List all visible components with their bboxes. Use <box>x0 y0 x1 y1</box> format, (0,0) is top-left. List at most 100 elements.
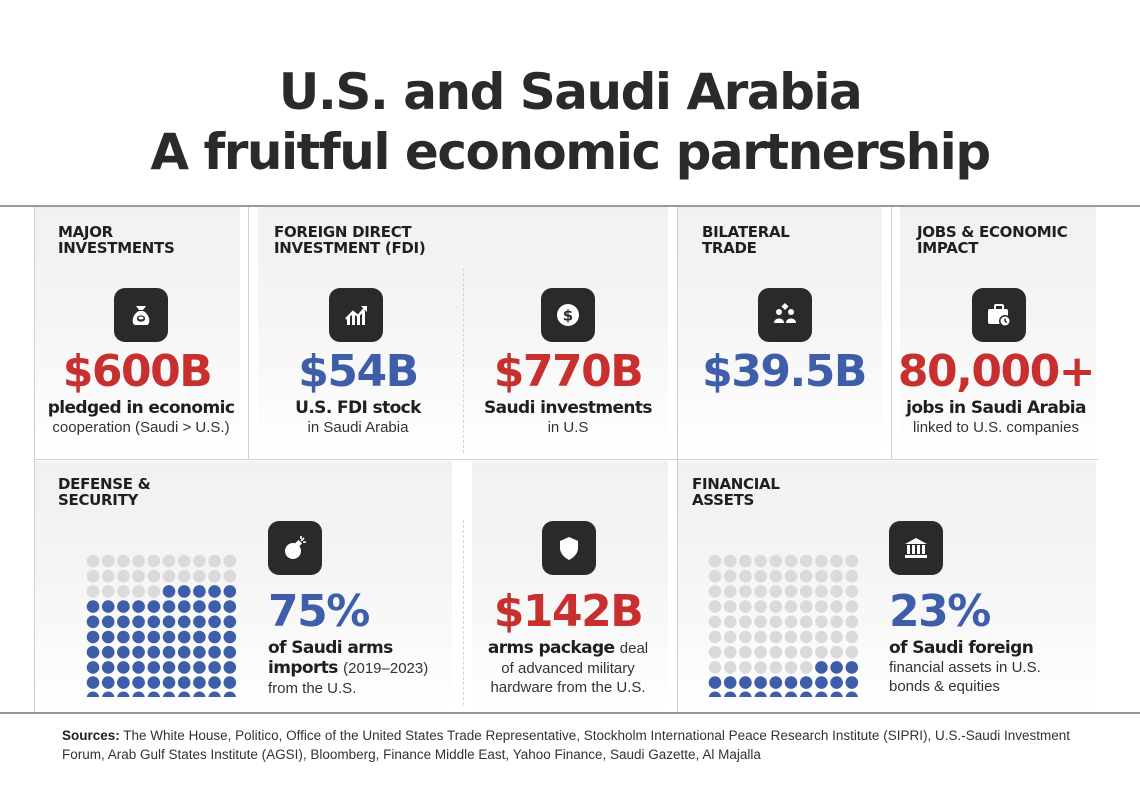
caption-us-fdi: U.S. FDI stock in Saudi Arabia <box>258 398 458 437</box>
dot-filled <box>86 645 100 659</box>
dot-empty <box>784 569 798 583</box>
dot-empty <box>769 615 783 629</box>
caption-saudi-investments: Saudi investments in U.S <box>468 398 668 437</box>
caption-financial: of Saudi foreign financial assets in U.S… <box>889 638 1041 696</box>
dot-empty <box>830 554 843 568</box>
dot-filled <box>117 600 130 613</box>
dot-filled <box>193 585 206 598</box>
value-770b: $770B <box>493 346 644 397</box>
value-54b: $54B <box>298 346 419 397</box>
dot-empty <box>815 554 828 568</box>
dot-empty <box>845 645 859 659</box>
heading-jobs: JOBS & ECONOMIC IMPACT <box>917 223 1068 257</box>
dot-empty <box>117 554 130 568</box>
dot-empty <box>830 569 843 583</box>
dot-empty <box>177 554 191 568</box>
dot-empty <box>723 554 737 568</box>
dot-filled <box>208 661 221 674</box>
dot-empty <box>223 554 237 568</box>
dot-empty <box>830 585 843 598</box>
caption-text-2: of advanced military <box>501 660 635 677</box>
dot-filled <box>208 676 221 689</box>
dot-empty <box>193 569 206 583</box>
chart-growth-icon <box>329 288 383 342</box>
value-80000: 80,000+ <box>897 346 1096 397</box>
dot-empty <box>845 630 859 644</box>
dot-filled <box>101 691 115 697</box>
dot-filled <box>177 691 191 697</box>
dot-filled <box>193 645 206 659</box>
caption-arms-package: arms package deal of advanced military h… <box>468 638 668 697</box>
caption-years: (2019–2023) <box>343 660 429 677</box>
dot-filled <box>223 691 237 697</box>
dot-empty <box>754 585 767 598</box>
caption-bold: of Saudi foreign <box>889 638 1034 658</box>
dot-grid-75-percent <box>86 554 237 697</box>
bank-icon <box>889 521 943 575</box>
dot-empty <box>739 630 752 644</box>
sources-text: The White House, Politico, Office of the… <box>62 728 1071 762</box>
dot-filled <box>162 691 176 697</box>
page-title: U.S. and Saudi Arabia A fruitful economi… <box>0 62 1140 182</box>
dashed-divider <box>463 268 464 453</box>
dot-filled <box>845 661 859 674</box>
dot-empty <box>739 600 752 613</box>
dot-filled <box>223 615 237 629</box>
dot-filled <box>117 645 130 659</box>
dot-filled <box>177 661 191 674</box>
dot-filled <box>208 585 221 598</box>
dot-filled <box>147 615 161 629</box>
dot-filled <box>162 661 176 674</box>
dot-empty <box>708 645 722 659</box>
dot-filled <box>162 630 176 644</box>
dot-filled <box>162 645 176 659</box>
dot-empty <box>86 569 100 583</box>
dot-empty <box>708 554 722 568</box>
bomb-icon <box>268 521 322 575</box>
dot-empty <box>132 585 145 598</box>
heading-major-investments: MAJOR INVESTMENTS <box>58 223 175 257</box>
dot-empty <box>708 600 722 613</box>
caption-bold-2: imports <box>268 658 338 678</box>
dot-filled <box>177 630 191 644</box>
dot-empty <box>708 569 722 583</box>
dot-filled <box>193 615 206 629</box>
dot-empty <box>86 585 100 598</box>
dot-filled <box>132 661 145 674</box>
dot-empty <box>708 585 722 598</box>
dot-filled <box>784 691 798 697</box>
dot-empty <box>769 630 783 644</box>
dot-empty <box>799 661 813 674</box>
dashed-divider <box>463 520 464 705</box>
dot-empty <box>723 661 737 674</box>
dot-filled <box>162 676 176 689</box>
dot-filled <box>754 676 767 689</box>
dot-filled <box>769 676 783 689</box>
value-39-5b: $39.5B <box>702 346 867 397</box>
caption-text-1: deal <box>619 640 649 657</box>
dot-filled <box>117 615 130 629</box>
sources: Sources: The White House, Politico, Offi… <box>62 726 1072 764</box>
dot-filled <box>193 676 206 689</box>
dot-empty <box>162 569 176 583</box>
dot-filled <box>784 676 798 689</box>
dot-filled <box>708 691 722 697</box>
dot-empty <box>784 554 798 568</box>
dot-empty <box>799 645 813 659</box>
caption-bold: pledged in economic <box>47 398 235 418</box>
dot-empty <box>769 554 783 568</box>
dot-filled <box>193 600 206 613</box>
dot-filled <box>815 676 828 689</box>
caption-bold: arms package <box>487 638 615 658</box>
dot-empty <box>208 554 221 568</box>
dot-filled <box>147 630 161 644</box>
dot-empty <box>769 661 783 674</box>
dot-empty <box>754 661 767 674</box>
dot-filled <box>117 661 130 674</box>
dot-empty <box>769 569 783 583</box>
divider <box>248 207 249 459</box>
caption-bold-1: of Saudi arms <box>268 638 393 658</box>
dot-empty <box>845 615 859 629</box>
dot-filled <box>223 645 237 659</box>
dot-filled <box>739 691 752 697</box>
